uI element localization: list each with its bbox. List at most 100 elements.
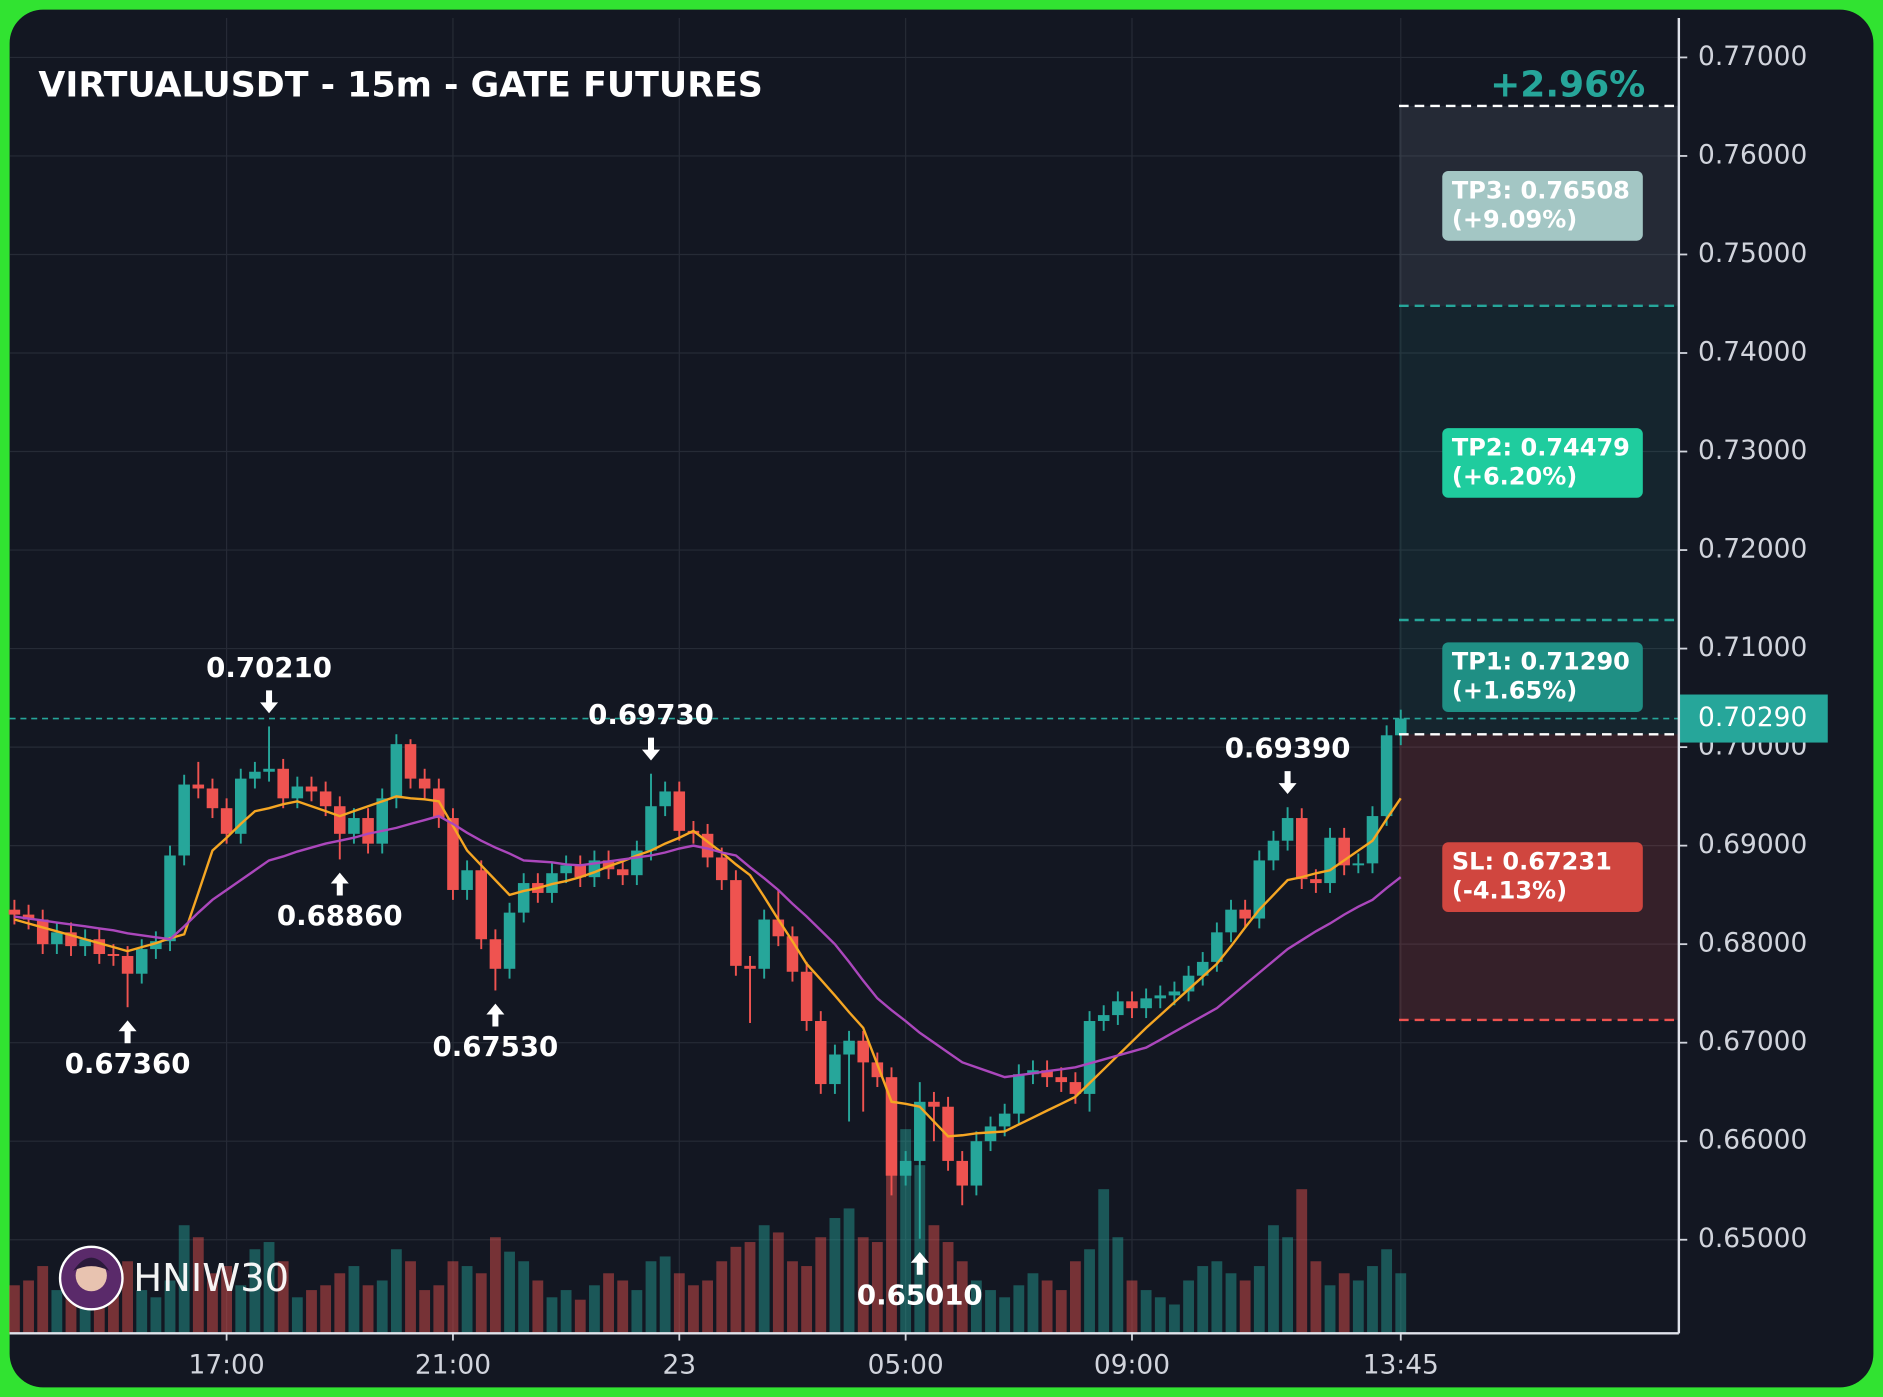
watermark: HNIW30 — [133, 1256, 289, 1301]
candle-body — [135, 949, 148, 974]
candle-body — [291, 786, 304, 799]
volume-bar — [1381, 1249, 1393, 1334]
volume-bar — [1140, 1290, 1152, 1334]
candle-body — [1126, 1001, 1138, 1009]
candle-body — [1069, 1082, 1082, 1094]
candle-body — [164, 855, 176, 942]
candle-body — [602, 860, 615, 870]
volume-bar — [970, 1280, 982, 1334]
candle-body — [1310, 879, 1322, 884]
volume-bar — [1211, 1261, 1223, 1334]
annotation-label: 0.65010 — [857, 1278, 983, 1311]
candle-body — [1083, 1021, 1096, 1094]
candle-body — [249, 771, 261, 779]
volume-bar — [1395, 1273, 1407, 1334]
volume-bar — [518, 1261, 530, 1334]
candle-body — [517, 883, 530, 913]
volume-bar — [1239, 1280, 1251, 1334]
volume-bar — [249, 1249, 261, 1334]
avatar-hair — [73, 1257, 110, 1271]
y-tick-label: 0.65000 — [1698, 1223, 1807, 1254]
candle-body — [1196, 961, 1209, 976]
volume-bar — [1352, 1280, 1364, 1334]
candle-body — [1253, 860, 1266, 919]
volume-bar — [560, 1290, 572, 1334]
candle-body — [814, 1021, 827, 1085]
x-tick-label: 21:00 — [415, 1349, 491, 1380]
plot: 0.650000.660000.670000.680000.690000.700… — [8, 18, 1828, 1380]
candle-body — [206, 788, 219, 809]
volume-bar — [1338, 1273, 1350, 1334]
annotation-arrow — [118, 1020, 137, 1044]
volume-bar — [207, 1273, 218, 1334]
candle-body — [1338, 837, 1350, 866]
candle-body — [744, 965, 756, 969]
candle-body — [503, 912, 516, 969]
volume-bar — [1324, 1285, 1336, 1334]
volume-bar — [362, 1285, 374, 1334]
candle-body — [334, 806, 346, 834]
annotation-arrow — [486, 1003, 505, 1027]
candle-body — [1013, 1074, 1025, 1114]
level-sub: (+6.20%) — [1452, 462, 1577, 490]
volume-bar — [758, 1225, 770, 1334]
candle-body — [461, 870, 473, 890]
volume-bar — [702, 1280, 713, 1334]
candle-body — [390, 744, 403, 799]
candle-body — [1154, 995, 1167, 999]
y-tick-label: 0.71000 — [1698, 632, 1807, 663]
volume-bar — [546, 1297, 558, 1334]
level-label: SL: 0.67231 — [1452, 848, 1612, 876]
volume-bar — [51, 1290, 63, 1334]
candle-body — [871, 1062, 884, 1078]
candle-body — [857, 1040, 869, 1063]
candle-body — [1041, 1070, 1053, 1078]
candle-body — [772, 919, 785, 937]
candle-body — [588, 860, 601, 878]
x-tick-label: 09:00 — [1094, 1349, 1170, 1380]
volume-bar — [744, 1242, 756, 1334]
level-box — [1442, 171, 1643, 241]
candle-body — [234, 778, 247, 834]
last-price-label: 0.70290 — [1698, 702, 1807, 733]
y-tick-label: 0.74000 — [1698, 337, 1807, 368]
volume-bar — [1112, 1237, 1124, 1334]
avatar-face — [75, 1260, 107, 1292]
candle-body — [192, 784, 205, 789]
candle-body — [362, 818, 374, 844]
level-sub: (+9.09%) — [1452, 205, 1577, 233]
candle-body — [1281, 818, 1294, 841]
moving-average — [14, 814, 1402, 1079]
x-tick-label: 17:00 — [189, 1349, 265, 1380]
volume-bar — [716, 1261, 728, 1334]
volume-bar — [9, 1285, 20, 1334]
candle-body — [404, 744, 417, 779]
annotation-label: 0.70210 — [206, 651, 332, 684]
volume-bar — [603, 1273, 614, 1334]
volume-bar — [985, 1290, 996, 1334]
candle-body — [885, 1077, 898, 1176]
volume-bar — [1154, 1297, 1166, 1334]
candle-body — [800, 971, 813, 1022]
volume-bar — [857, 1237, 869, 1334]
candle-body — [574, 865, 587, 878]
candle-body — [560, 865, 572, 874]
volume-bar — [419, 1290, 431, 1334]
volume-bar — [1197, 1266, 1209, 1334]
volume-bar — [221, 1266, 233, 1334]
volume-bar — [504, 1251, 515, 1334]
y-tick-label: 0.68000 — [1698, 928, 1807, 959]
volume-bar — [1282, 1237, 1294, 1334]
y-tick-label: 0.77000 — [1698, 41, 1807, 72]
candle-body — [475, 870, 488, 940]
candle-body — [51, 932, 63, 945]
volume-bar — [772, 1232, 784, 1334]
volume-bar — [235, 1285, 247, 1334]
volume-bar — [348, 1266, 360, 1334]
volume-bar — [489, 1237, 501, 1334]
candle-body — [1395, 718, 1407, 736]
volume-bar — [928, 1225, 940, 1334]
volume-bar — [306, 1290, 317, 1334]
candle-body — [277, 768, 289, 799]
volume-bar — [645, 1261, 657, 1334]
